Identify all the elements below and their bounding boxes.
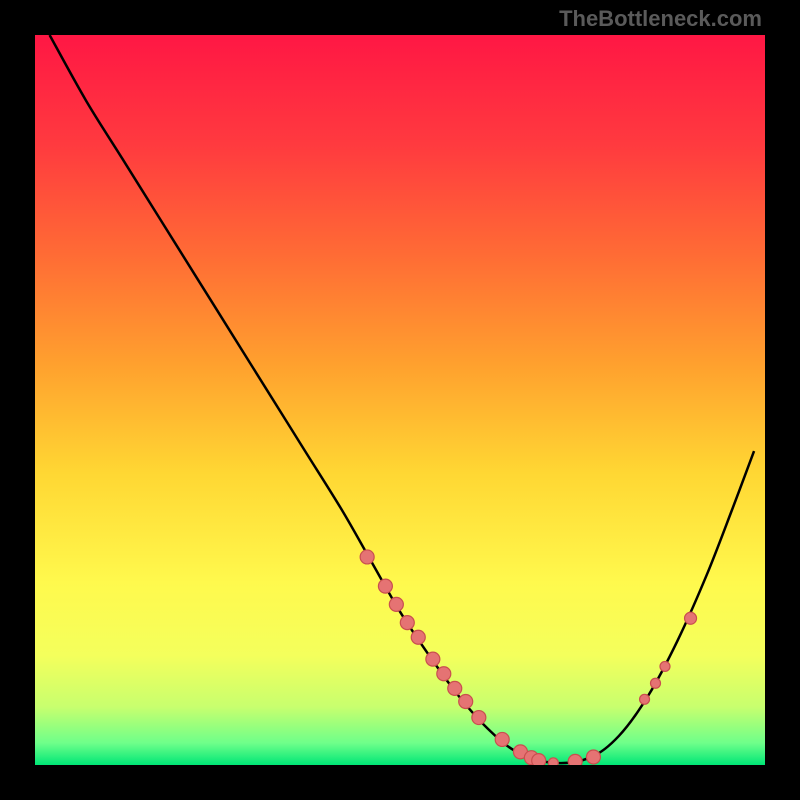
data-marker [411, 630, 425, 644]
data-marker [532, 754, 546, 765]
data-marker [640, 694, 650, 704]
watermark-text: TheBottleneck.com [559, 6, 762, 32]
curve-layer [35, 35, 765, 765]
data-marker [586, 750, 600, 764]
data-marker [660, 661, 670, 671]
data-marker [400, 616, 414, 630]
data-marker [360, 550, 374, 564]
data-marker [389, 597, 403, 611]
data-marker [448, 681, 462, 695]
data-marker [426, 652, 440, 666]
data-marker [685, 612, 697, 624]
data-marker [495, 732, 509, 746]
data-marker [437, 667, 451, 681]
data-marker [651, 678, 661, 688]
data-marker [378, 579, 392, 593]
data-marker [459, 694, 473, 708]
data-marker [568, 754, 582, 765]
data-marker [548, 758, 558, 765]
chart-area [35, 35, 765, 765]
marker-group [360, 550, 696, 765]
data-marker [472, 711, 486, 725]
bottleneck-curve [50, 35, 754, 763]
